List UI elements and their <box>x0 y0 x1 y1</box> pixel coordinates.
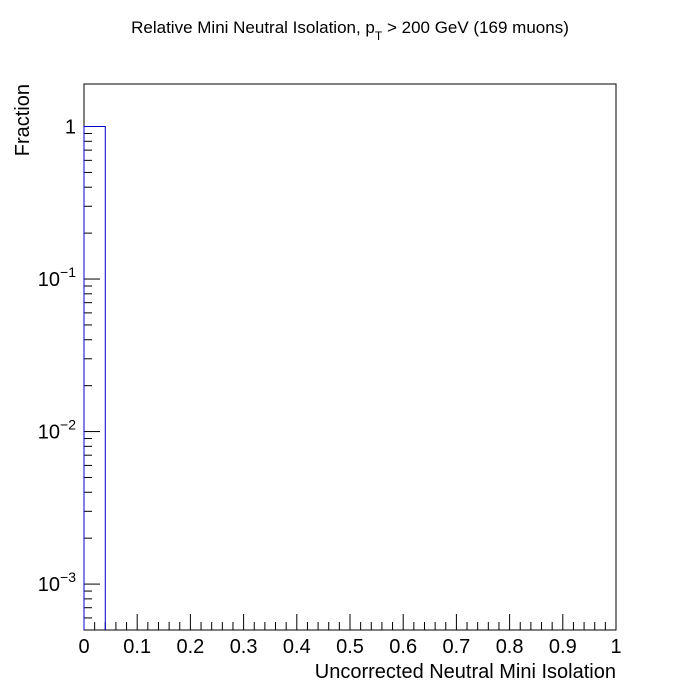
axis-ticks <box>83 126 617 631</box>
y-tick-labels: 1 10−1 10−2 10−3 <box>38 117 76 597</box>
y-tick-label: 10−2 <box>38 417 76 444</box>
histogram-bins <box>83 126 106 630</box>
chart-title-subscript: T <box>375 29 383 43</box>
y-tick-label: 10−1 <box>38 264 76 291</box>
x-tick-label: 0.2 <box>176 636 204 658</box>
chart-title-rest: > 200 GeV (169 muons) <box>382 18 569 37</box>
x-tick-label: 0.3 <box>230 636 258 658</box>
y-tick-label: 1 <box>65 117 76 139</box>
x-tick-label: 0.9 <box>549 636 577 658</box>
x-tick-label: 0.4 <box>283 636 311 658</box>
plot-frame <box>83 83 617 631</box>
x-tick-label: 1 <box>610 636 621 658</box>
chart-title: Relative Mini Neutral Isolation, pT > 20… <box>131 18 569 43</box>
x-tick-label: 0 <box>78 636 89 658</box>
x-tick-label: 0.7 <box>442 636 470 658</box>
y-axis-title: Fraction <box>12 84 34 156</box>
x-tick-label: 0.1 <box>123 636 151 658</box>
x-tick-label: 0.8 <box>496 636 524 658</box>
chart-title-main: Relative Mini Neutral Isolation, p <box>131 18 375 37</box>
y-tick-label: 10−3 <box>38 569 76 596</box>
x-tick-label: 0.5 <box>336 636 364 658</box>
x-axis-title: Uncorrected Neutral Mini Isolation <box>315 661 616 683</box>
x-tick-labels: 0 0.1 0.2 0.3 0.4 0.5 0.6 0.7 0.8 0.9 1 <box>78 636 621 658</box>
histogram-bin <box>83 126 106 630</box>
x-tick-label: 0.6 <box>389 636 417 658</box>
